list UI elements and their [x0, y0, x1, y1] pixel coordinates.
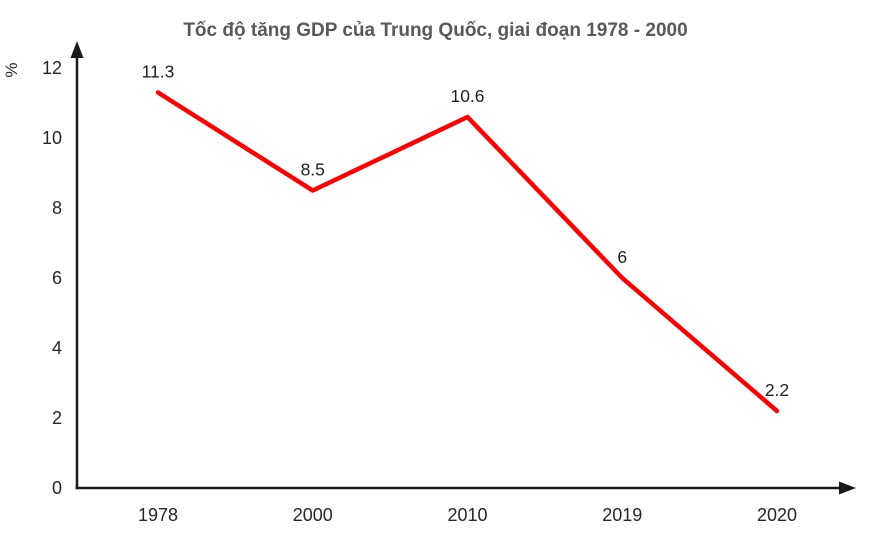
data-point-label: 2.2 [765, 380, 789, 400]
x-axis-arrow-icon [839, 481, 856, 495]
data-point-label: 8.5 [301, 160, 325, 180]
y-tick-label: 4 [52, 338, 62, 358]
data-point-label: 10.6 [450, 86, 484, 106]
y-tick-label: 8 [52, 198, 62, 218]
x-tick-label: 2020 [757, 505, 797, 525]
x-tick-label: 1978 [138, 505, 178, 525]
y-tick-label: 6 [52, 268, 62, 288]
y-axis-arrow-icon [70, 41, 84, 58]
x-tick-label: 2019 [602, 505, 642, 525]
x-tick-label: 2010 [447, 505, 487, 525]
chart-title: Tốc độ tăng GDP của Trung Quốc, giai đoạ… [183, 20, 688, 41]
y-axis-unit-label: % [2, 62, 21, 77]
data-point-label: 6 [617, 247, 627, 267]
x-tick-label: 2000 [293, 505, 333, 525]
gdp-line-series [155, 90, 780, 414]
y-tick-label: 10 [42, 128, 62, 148]
y-tick-label: 12 [42, 58, 62, 78]
data-point-label: 11.3 [142, 62, 175, 82]
y-tick-label: 2 [52, 408, 62, 428]
y-tick-label: 0 [52, 478, 62, 498]
